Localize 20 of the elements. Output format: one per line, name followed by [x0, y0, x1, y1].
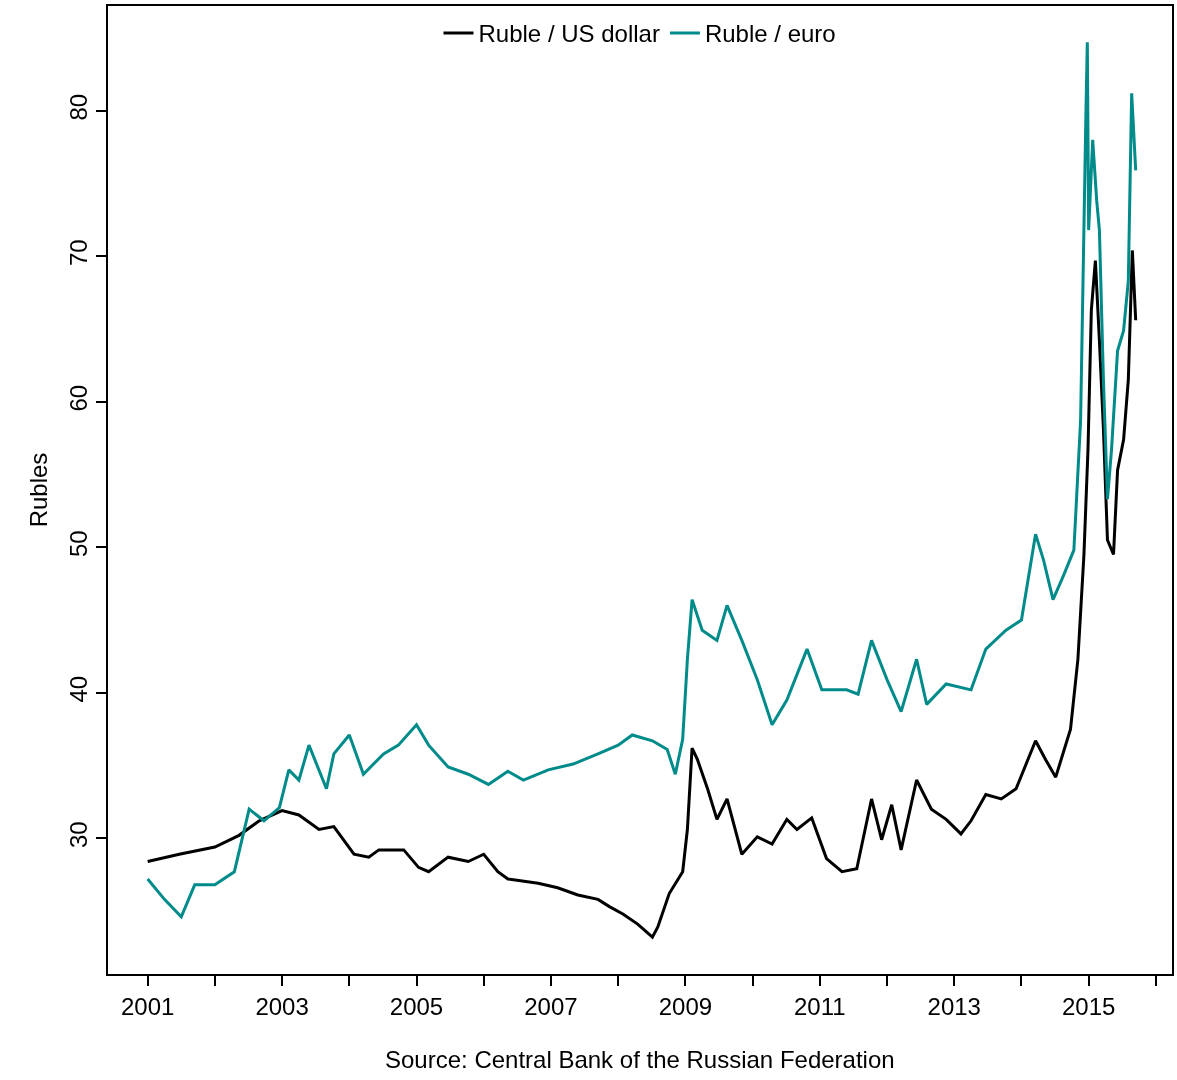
y-tick-label: 60: [64, 384, 92, 412]
y-tick-label: 50: [64, 530, 92, 557]
y-tick-label: 30: [64, 821, 92, 848]
y-tick-label: 70: [64, 239, 92, 267]
x-tick-label: 2009: [658, 992, 713, 1020]
y-axis-title: Rubles: [25, 452, 53, 528]
source-note: Source: Central Bank of the Russian Federation: [385, 1046, 895, 1073]
x-tick-label: 2011: [794, 992, 846, 1020]
x-tick-label: 2001: [120, 992, 175, 1020]
x-tick-label: 2007: [524, 992, 578, 1020]
x-tick-label: 2015: [1061, 992, 1116, 1020]
legend-label: Ruble / euro: [704, 20, 836, 48]
x-tick-label: 2003: [255, 992, 309, 1020]
line-series: [146, 248, 1138, 939]
y-tick-label: 40: [64, 675, 92, 703]
x-tick-label: 2013: [927, 992, 981, 1020]
line-series: [146, 40, 1138, 919]
y-tick-label: 80: [64, 93, 92, 121]
x-tick-label: 2005: [389, 992, 444, 1020]
legend-label: Ruble / US dollar: [478, 20, 660, 48]
